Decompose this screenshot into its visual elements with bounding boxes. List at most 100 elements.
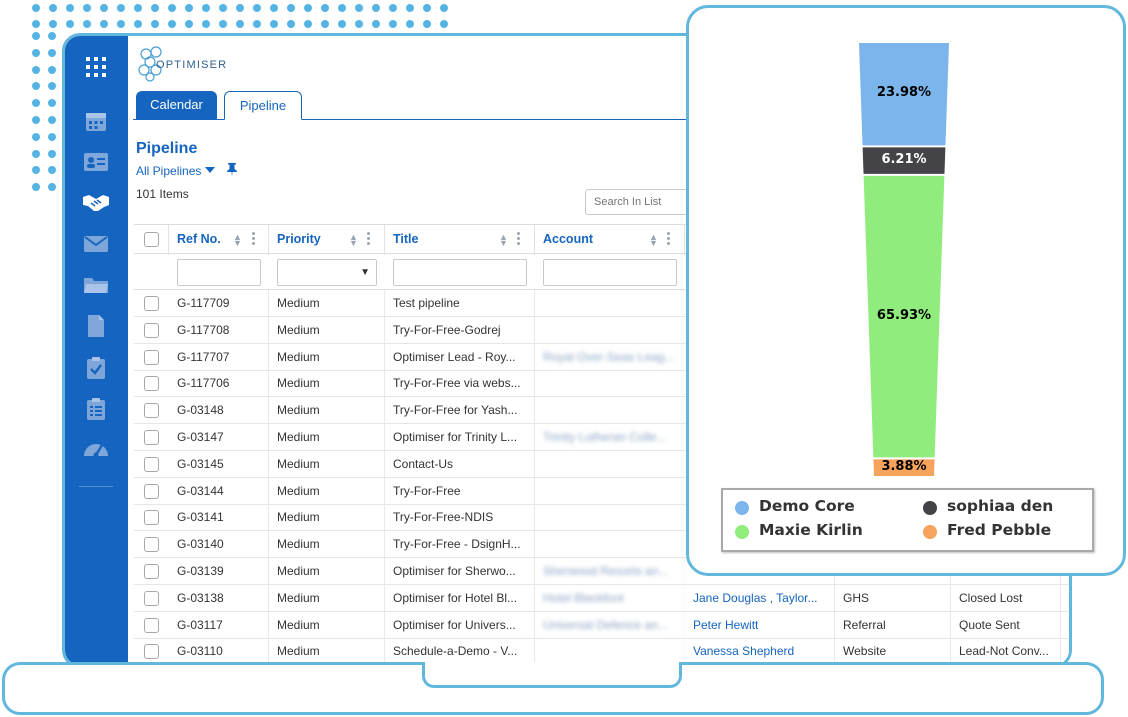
dashboard-gauge-icon[interactable]	[82, 437, 110, 461]
title-filter-input[interactable]	[393, 259, 527, 286]
decorative-dot	[32, 82, 40, 91]
table-row[interactable]: G-03148 Medium Try-For-Free for Yash...	[134, 397, 1069, 425]
row-checkbox[interactable]	[144, 403, 159, 419]
row-checkbox[interactable]	[144, 430, 159, 445]
table-row[interactable]: G-117706 Medium Try-For-Free via webs...	[134, 370, 1069, 398]
cell-account	[535, 397, 685, 424]
column-menu-icon[interactable]	[667, 232, 670, 247]
funnel-data-label: 3.88%	[881, 458, 927, 474]
row-checkbox[interactable]	[144, 510, 159, 526]
row-checkbox[interactable]	[144, 617, 159, 633]
table-row[interactable]: G-03110 Medium Schedule-a-Demo - V... Vanes…	[134, 638, 1069, 665]
row-checkbox[interactable]	[144, 564, 159, 579]
cell-account: Royal Over-Seas Leag...	[535, 343, 685, 370]
column-header-priority[interactable]: Priority ▲ ▼	[269, 225, 385, 255]
funnel-segment[interactable]	[863, 175, 945, 458]
apps-grid-icon[interactable]	[82, 56, 110, 80]
cell-priority: Medium	[269, 504, 385, 531]
column-menu-icon[interactable]	[252, 232, 255, 247]
account-filter-input[interactable]	[543, 259, 677, 286]
cell-stage: Quote Sent	[951, 611, 1061, 638]
cell-contact[interactable]: Peter Hewitt	[685, 611, 835, 638]
pin-icon[interactable]	[226, 162, 238, 179]
legend-marker-icon	[923, 525, 937, 539]
legend-label: Maxie Kirlin	[759, 521, 863, 539]
decorative-dot	[48, 183, 56, 192]
ref-no-filter-input[interactable]	[177, 259, 261, 286]
table-row[interactable]: G-03141 Medium Try-For-Free-NDIS	[134, 504, 1069, 532]
table-row[interactable]: G-03117 Medium Optimiser for Univers... Uni…	[134, 611, 1069, 639]
table-row[interactable]: G-03145 Medium Contact-Us	[134, 450, 1069, 478]
funnel-segment[interactable]	[862, 147, 946, 174]
page-title: Pipeline	[136, 140, 198, 157]
select-all-checkbox[interactable]	[144, 232, 159, 247]
tab-calendar[interactable]: Calendar	[136, 91, 217, 120]
decorative-dot	[423, 4, 431, 12]
column-header-account[interactable]: Account ▲ ▼	[535, 225, 685, 255]
cell-ref: G-03147	[169, 424, 269, 450]
mail-icon[interactable]	[82, 234, 110, 258]
cell-account	[535, 316, 685, 343]
row-checkbox[interactable]	[144, 376, 159, 392]
column-menu-icon[interactable]	[517, 232, 520, 247]
column-header-title[interactable]: Title ▲ ▼	[385, 225, 535, 255]
row-checkbox[interactable]	[144, 537, 159, 553]
handshake-icon[interactable]	[82, 191, 110, 215]
table-row[interactable]: G-03140 Medium Try-For-Free - DsignH...	[134, 531, 1069, 559]
calendar-icon[interactable]	[82, 109, 110, 133]
decorative-base-notch	[422, 662, 682, 688]
legend-marker-icon	[735, 501, 749, 515]
decorative-dot	[48, 132, 56, 141]
sort-icon[interactable]: ▲ ▼	[233, 232, 242, 248]
decorative-dot	[270, 20, 278, 28]
table-row[interactable]: G-117708 Medium Try-For-Free-Godrej	[134, 316, 1069, 344]
clipboard-check-icon[interactable]	[82, 356, 110, 380]
clipboard-list-icon[interactable]	[82, 397, 110, 421]
cell-ref: G-03141	[169, 504, 269, 531]
funnel-segment[interactable]	[859, 43, 949, 146]
cell-ref: G-03117	[169, 611, 269, 638]
folder-icon[interactable]	[82, 274, 110, 298]
decorative-dot	[202, 20, 210, 28]
table-row[interactable]: G-117709 Medium Test pipeline	[134, 290, 1069, 317]
funnel-segment[interactable]	[873, 459, 935, 476]
pipeline-filter-label: All Pipelines	[136, 164, 202, 178]
row-checkbox[interactable]	[144, 349, 159, 365]
sort-icon[interactable]: ▲ ▼	[499, 232, 508, 248]
sort-icon[interactable]: ▲ ▼	[349, 232, 358, 248]
table-row[interactable]: G-03147 Medium Optimiser for Trinity L... T…	[134, 424, 1069, 451]
row-checkbox[interactable]	[144, 456, 159, 472]
table-row[interactable]: G-03138 Medium Optimiser for Hotel Bl... Ho…	[134, 584, 1069, 612]
decorative-dot	[48, 166, 56, 175]
priority-filter-select[interactable]: ▼	[277, 259, 377, 286]
column-menu-icon[interactable]	[367, 232, 370, 247]
cell-account	[535, 531, 685, 558]
row-checkbox[interactable]	[144, 296, 159, 311]
cell-contact[interactable]: Vanessa Shepherd	[685, 638, 835, 665]
column-label-title: Title	[393, 232, 419, 246]
row-checkbox[interactable]	[144, 590, 159, 606]
sort-icon[interactable]: ▲ ▼	[649, 232, 658, 248]
row-checkbox[interactable]	[144, 322, 159, 338]
decorative-dot	[48, 48, 56, 57]
decorative-dot	[355, 20, 363, 28]
cell-title: Try-For-Free-Godrej	[385, 316, 535, 343]
decorative-dot	[287, 20, 295, 28]
document-icon[interactable]	[82, 314, 110, 338]
items-count: 101 Items	[136, 187, 189, 201]
sidebar	[65, 36, 128, 665]
row-checkbox[interactable]	[144, 644, 159, 660]
pipeline-filter-dropdown[interactable]: All Pipelines	[136, 164, 216, 178]
table-row[interactable]: G-03139 Medium Optimiser for Sherwo... Sher…	[134, 558, 1069, 585]
table-row[interactable]: G-03144 Medium Try-For-Free	[134, 477, 1069, 505]
cell-ref: G-03145	[169, 450, 269, 477]
column-header-ref-no[interactable]: Ref No. ▲ ▼	[169, 225, 269, 255]
contact-card-icon[interactable]	[82, 151, 110, 175]
decorative-dot	[49, 4, 57, 12]
tab-pipeline[interactable]: Pipeline	[224, 91, 302, 120]
cell-contact[interactable]: Jane Douglas , Taylor...	[685, 584, 835, 611]
decorative-dot	[236, 20, 244, 28]
decorative-dot	[185, 4, 193, 12]
decorative-dot	[219, 4, 227, 12]
row-checkbox[interactable]	[144, 483, 159, 499]
